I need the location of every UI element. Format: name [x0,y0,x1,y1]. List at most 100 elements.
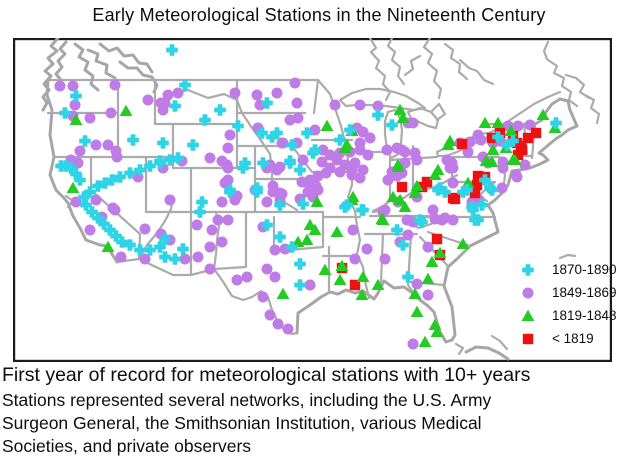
station-marker [102,139,114,151]
station-marker [333,273,347,285]
legend-row-1849-1869: 1849-1869 [518,281,617,304]
station-marker [508,153,522,165]
station-marker [274,231,286,243]
station-marker [119,104,133,116]
station-marker [204,152,216,164]
station-marker [264,309,276,321]
station-marker [272,318,284,330]
station-marker [154,157,166,169]
station-marker [116,236,128,248]
station-marker [347,224,359,236]
station-marker [512,120,524,132]
station-marker [261,97,273,109]
station-marker [416,181,428,193]
station-marker [192,251,204,263]
station-marker [269,244,281,256]
plus-marker-icon [522,263,534,276]
station-marker [402,229,414,241]
square-marker-icon [522,333,534,344]
station-marker [266,131,278,143]
station-marker [221,159,233,171]
station-marker [433,246,447,258]
station-marker [476,199,488,211]
station-marker [286,139,298,151]
station-marker [292,112,304,124]
station-marker [109,79,121,91]
station-marker [179,253,191,265]
station-marker [257,157,269,169]
station-marker [471,179,483,191]
station-marker [124,167,136,179]
station-marker [294,164,306,176]
station-marker [456,237,470,249]
station-marker [457,186,469,198]
station-marker [431,233,443,245]
station-marker [318,263,332,275]
station-marker [214,104,226,116]
station-marker [320,167,332,179]
station-marker [284,157,296,169]
station-marker [84,186,96,198]
map-area: 1870-1890 1849-1869 1819-1848 < 1819 [13,38,617,362]
station-marker [422,241,434,253]
caption-secondary-line3: Societies, and private observers [2,436,252,456]
station-marker [354,144,366,156]
station-marker [105,107,117,119]
station-marker [164,194,176,206]
station-marker [222,142,234,154]
station-marker [462,146,474,158]
station-marker [204,263,216,275]
station-marker [179,79,191,91]
station-marker [396,181,408,193]
station-marker [334,134,346,146]
station-marker [231,274,243,286]
station-marker [393,193,407,205]
station-marker [439,186,451,198]
station-marker [286,241,298,253]
station-marker [177,243,189,255]
station-marker [159,233,171,245]
station-marker [427,204,439,216]
station-marker [282,323,294,335]
station-marker [335,259,349,271]
station-marker [467,204,479,216]
station-marker [441,138,455,150]
station-markers [54,44,562,350]
station-marker [274,199,286,211]
station-marker [297,154,309,166]
station-marker [504,124,518,136]
station-marker [497,162,509,174]
station-marker [484,182,496,194]
station-marker [379,204,391,216]
station-marker [381,144,393,156]
station-marker [271,87,283,99]
triangle-marker-icon [521,309,535,321]
station-marker [422,289,434,301]
station-marker [251,186,263,198]
station-marker [386,119,398,131]
station-marker [519,159,531,171]
station-marker [447,177,459,189]
station-marker [411,154,423,166]
station-marker [261,219,273,231]
station-marker [464,136,476,148]
station-marker [386,190,400,202]
station-marker [294,258,306,270]
station-marker [251,89,263,101]
station-marker [300,233,314,245]
station-marker [159,251,171,263]
station-marker [320,119,334,131]
station-marker [421,272,435,284]
station-marker [408,287,422,299]
station-marker [212,214,224,226]
series-1870-1890 [55,44,562,291]
station-marker [330,225,344,237]
legend-label: 1870-1890 [552,262,617,277]
station-marker [456,138,468,150]
station-marker [522,132,534,144]
station-marker [469,187,481,199]
station-marker [297,198,309,210]
station-marker [229,87,241,99]
station-marker [101,240,115,252]
station-marker [79,135,91,147]
